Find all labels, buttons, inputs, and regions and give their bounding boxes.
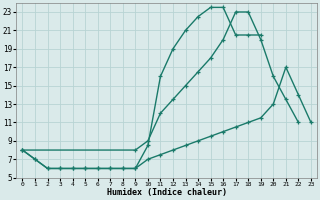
X-axis label: Humidex (Indice chaleur): Humidex (Indice chaleur)	[107, 188, 227, 197]
